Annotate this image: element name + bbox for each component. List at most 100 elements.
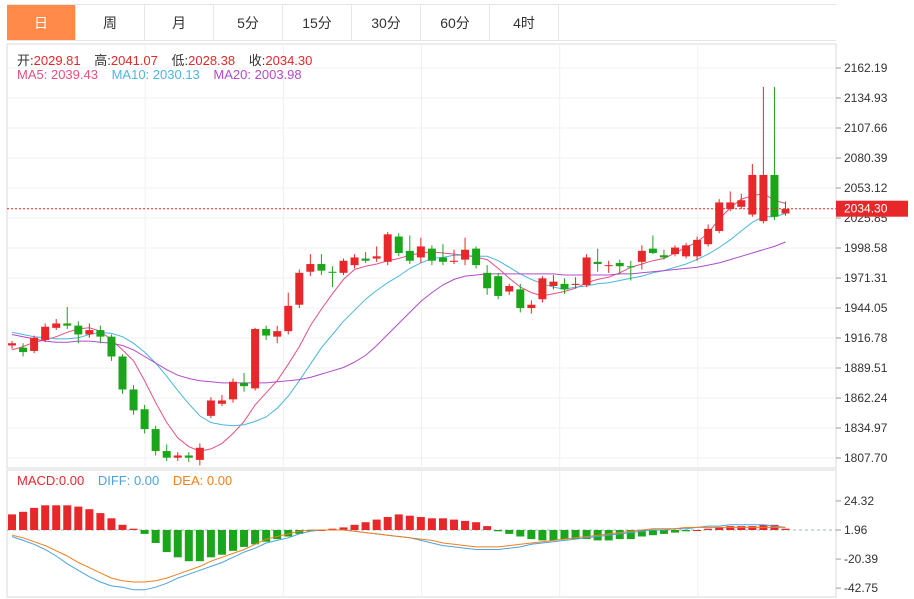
macd-histogram-bar: [328, 528, 337, 530]
candle: [251, 327, 260, 391]
candle-body: [350, 257, 359, 266]
macd-histogram-bar: [284, 530, 293, 537]
candle: [416, 237, 425, 263]
tab-60min[interactable]: 60分: [421, 5, 490, 40]
macd-readout-item: MACD:0.00: [17, 473, 84, 488]
macd-histogram-bar: [527, 530, 536, 540]
macd-histogram-bar: [671, 530, 679, 533]
tab-30min[interactable]: 30分: [352, 5, 421, 40]
candle: [483, 265, 492, 295]
candle: [648, 235, 657, 255]
price-tick-label: 2134.93: [844, 91, 888, 105]
diff-label: DIFF:: [97, 473, 131, 488]
open-readout: 开:2029.81: [17, 53, 81, 68]
candle-body: [693, 239, 702, 257]
candle-body: [659, 255, 668, 258]
price-tick-label: 2107.66: [844, 121, 888, 135]
candle: [217, 394, 226, 406]
candle: [306, 254, 315, 277]
last-price-tag: [836, 200, 908, 217]
candle-body: [295, 272, 304, 305]
macd-histogram-bar: [659, 530, 668, 534]
high-readout: 高:2041.07: [94, 53, 158, 68]
candle: [295, 269, 304, 309]
candle: [140, 404, 149, 434]
candle-body: [571, 283, 580, 285]
tab-5min[interactable]: 5分: [214, 5, 283, 40]
macd-histogram-bar: [217, 530, 226, 555]
tab-month[interactable]: 月: [145, 5, 214, 40]
candle: [273, 325, 282, 344]
candle: [450, 249, 458, 265]
macd-histogram-bar: [726, 526, 735, 530]
price-tick-label: 2053.12: [844, 181, 888, 195]
candle-body: [450, 260, 458, 262]
ma10-value: 2030.13: [152, 67, 200, 82]
candle: [770, 86, 779, 221]
candle-body: [593, 261, 602, 265]
candle: [593, 248, 602, 272]
close-value: 2034.30: [265, 53, 313, 68]
candle: [184, 452, 193, 463]
tab-15min[interactable]: 15分: [283, 5, 352, 40]
tab-4hour[interactable]: 4时: [490, 5, 559, 40]
candle-body: [637, 250, 646, 262]
candle-body: [63, 323, 72, 326]
candle-body: [85, 330, 94, 335]
candle-body: [184, 455, 193, 458]
price-tick-label: 1916.78: [844, 331, 888, 345]
macd-histogram-bar: [637, 530, 646, 537]
candle: [505, 283, 514, 295]
candle-body: [427, 248, 436, 261]
macd-histogram-bar: [383, 517, 392, 530]
price-tick-label: 1807.70: [844, 451, 888, 465]
macd-histogram-bar: [361, 522, 370, 530]
candle: [339, 258, 348, 276]
ma5-readout: MA5: 2039.43: [17, 67, 98, 82]
high-label: 高:: [94, 53, 111, 68]
candle: [571, 277, 580, 289]
ma10-line: [11, 212, 786, 427]
ma5-label: MA5:: [17, 67, 48, 82]
candle-body: [195, 447, 204, 460]
price-tick-label: 2162.19: [844, 61, 888, 75]
candle-body: [527, 304, 536, 309]
candle-body: [682, 245, 691, 257]
candle: [74, 321, 83, 344]
macd-histogram-bar: [682, 530, 691, 532]
tab-day[interactable]: 日: [7, 5, 76, 40]
candle: [461, 237, 470, 266]
candle-body: [328, 271, 337, 273]
candle: [472, 246, 481, 269]
candle: [737, 193, 746, 210]
macd-tick-label: 24.32: [844, 494, 874, 508]
candle: [85, 323, 94, 338]
candle-body: [781, 209, 790, 214]
macd-histogram-bar: [85, 509, 94, 530]
candle-body: [560, 283, 569, 290]
tab-week[interactable]: 周: [76, 5, 145, 40]
candle-body: [604, 265, 613, 267]
price-tick-label: 1998.58: [844, 241, 888, 255]
candle-body: [394, 236, 403, 254]
candle: [52, 319, 61, 331]
macd-histogram-bar: [350, 524, 359, 530]
period-tabs: 日 周 月 5分 15分 30分 60分 4时: [7, 4, 836, 41]
candle: [726, 191, 735, 212]
dea-value: 0.00: [206, 473, 233, 488]
candle-body: [240, 382, 249, 387]
candle: [538, 276, 547, 303]
candle-body: [306, 264, 315, 272]
ma10-label: MA10:: [111, 67, 150, 82]
candle-body: [383, 234, 392, 262]
ma20-value: 2003.98: [254, 67, 302, 82]
candle-body: [162, 451, 171, 458]
candle-body: [317, 264, 326, 271]
candle: [118, 354, 127, 394]
macd-histogram-bar: [438, 518, 447, 530]
candle-body: [217, 400, 226, 404]
candle-body: [538, 278, 547, 300]
candle-body: [626, 266, 635, 268]
candle-body: [96, 330, 105, 337]
